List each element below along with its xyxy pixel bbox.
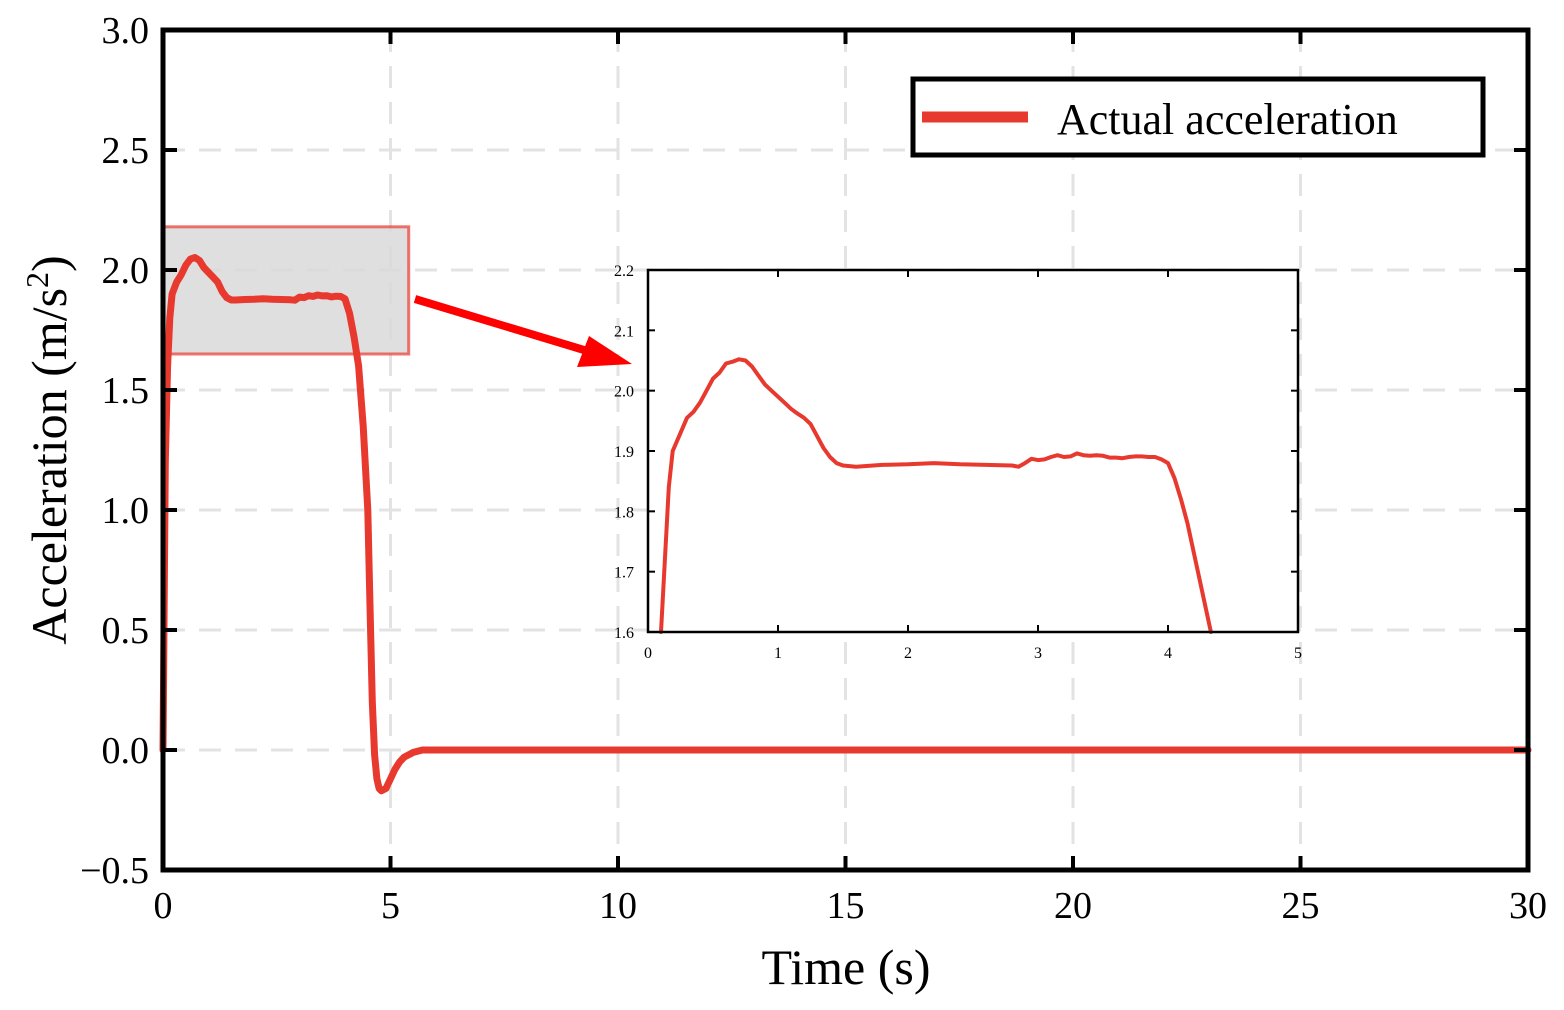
legend: Actual acceleration [910, 76, 1486, 158]
highlight-rect [161, 225, 411, 356]
inset-y-tick-label: 1.8 [614, 504, 634, 521]
inset-y-tick-label: 1.9 [614, 444, 634, 461]
y-tick-label: 2.0 [102, 250, 150, 292]
x-axis-title: Time (s) [761, 939, 930, 995]
inset-y-tick-label: 1.7 [614, 565, 634, 582]
inset-x-tick-label: 4 [1164, 645, 1172, 662]
inset-y-tick-label: 2.2 [614, 263, 634, 280]
inset-y-tick-label: 2.0 [614, 384, 634, 401]
y-tick-label: −0.5 [80, 850, 149, 892]
inset-x-tick-label: 3 [1034, 645, 1042, 662]
inset-y-tick-label: 1.6 [614, 625, 634, 642]
main-y-tick-labels: −0.5 0.0 0.5 1.0 1.5 2.0 2.5 3.0 [80, 10, 149, 892]
x-tick-label: 15 [827, 885, 865, 927]
inset-background [648, 270, 1298, 632]
inset-x-tick-label: 5 [1294, 645, 1302, 662]
zoom-highlight-region [161, 225, 411, 356]
y-tick-label: 0.0 [102, 730, 150, 772]
x-tick-label: 30 [1509, 885, 1547, 927]
y-tick-label: 0.5 [102, 610, 150, 652]
inset-x-tick-labels: 0 1 2 3 4 5 [644, 645, 1302, 662]
x-tick-label: 20 [1054, 885, 1092, 927]
zoom-arrow-head [577, 336, 632, 367]
x-tick-label: 25 [1282, 885, 1320, 927]
x-tick-label: 0 [154, 885, 173, 927]
inset-series-line [659, 357, 1213, 634]
series-line-actual-acceleration [159, 254, 1532, 795]
inset-x-tick-label: 2 [904, 645, 912, 662]
x-tick-label: 10 [599, 885, 637, 927]
x-tick-label: 5 [381, 885, 400, 927]
legend-label: Actual acceleration [1057, 95, 1398, 144]
inset-x-tick-label: 0 [644, 645, 652, 662]
inset-y-tick-labels: 1.6 1.7 1.8 1.9 2.0 2.1 2.2 [614, 263, 634, 642]
y-axis-title: Acceleration (m/s2) [19, 255, 77, 644]
zoom-arrow-shaft [413, 295, 586, 354]
y-tick-label: 1.5 [102, 370, 150, 412]
main-x-tick-labels: 0 5 10 15 20 25 30 [154, 885, 1548, 927]
y-tick-label: 1.0 [102, 490, 150, 532]
zoom-arrow [413, 295, 632, 367]
inset-ticks [647, 269, 1299, 633]
y-tick-label: 3.0 [102, 10, 150, 52]
inset-y-tick-label: 2.1 [614, 323, 634, 340]
main-series [159, 254, 1532, 795]
main-ticks [161, 28, 1530, 872]
inset-series [659, 357, 1213, 634]
y-tick-label: 2.5 [102, 130, 150, 172]
inset-x-tick-label: 1 [774, 645, 782, 662]
